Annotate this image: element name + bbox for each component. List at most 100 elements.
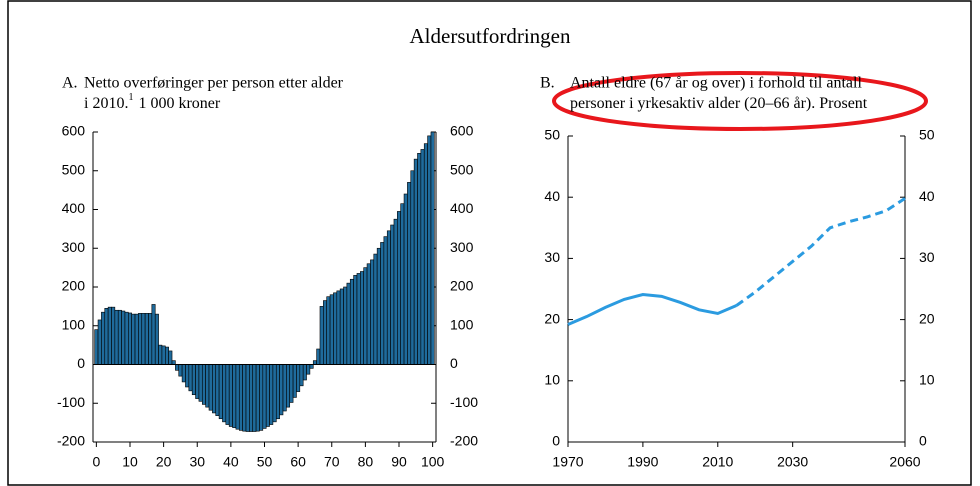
y-tick-label-right: 40 (919, 188, 935, 204)
bar (316, 348, 321, 365)
bar (289, 364, 294, 403)
bar (245, 364, 250, 432)
bar (383, 236, 388, 365)
bar (208, 364, 213, 411)
bar (403, 193, 408, 365)
panel-title-line: i 2010. (84, 95, 128, 112)
bar (312, 360, 317, 365)
bar (158, 344, 163, 365)
x-tick-label: 2010 (702, 454, 733, 470)
y-tick-label: -200 (57, 433, 85, 449)
bar (417, 153, 422, 365)
bar (235, 364, 240, 430)
bar (212, 364, 217, 414)
x-tick-label: 100 (421, 454, 445, 470)
bar (390, 224, 395, 365)
bar (185, 364, 190, 388)
bar (413, 158, 418, 365)
y-tick-label: 50 (544, 127, 560, 143)
bar (323, 300, 328, 365)
y-tick-label: 0 (552, 433, 560, 449)
x-tick-label: 40 (223, 454, 239, 470)
bar (423, 143, 428, 365)
y-tick-label: 40 (544, 188, 560, 204)
y-tick-label-right: 400 (450, 200, 474, 216)
y-tick-label-right: 200 (450, 278, 474, 294)
series-line (735, 197, 906, 307)
y-tick-label-right: 0 (919, 433, 927, 449)
y-tick-label-right: 500 (450, 161, 474, 177)
y-tick-label: 600 (62, 123, 86, 139)
bar (138, 313, 143, 365)
y-tick-label: 400 (62, 200, 86, 216)
y-tick-label: 300 (62, 239, 86, 255)
bar (393, 218, 398, 365)
frame (7, 0, 972, 486)
bar (249, 364, 254, 432)
page-title: Aldersutfordringen (410, 24, 571, 48)
bar (191, 364, 196, 396)
panel-title: personer i yrkesaktiv alder (20–66 år). … (570, 95, 868, 112)
bar (175, 364, 180, 371)
panel-label: B. (540, 75, 555, 92)
bar (154, 313, 159, 365)
bar (279, 364, 284, 416)
bar (97, 319, 102, 365)
bar (299, 364, 304, 387)
bar (141, 313, 146, 365)
bar (151, 304, 156, 365)
bar (242, 364, 247, 432)
bar (286, 364, 291, 408)
panel-title: Netto overføringer per person etter alde… (84, 75, 344, 92)
y-tick-label-right: 30 (919, 249, 935, 265)
bar (161, 345, 166, 365)
bar (114, 309, 119, 365)
y-tick-label-right: 600 (450, 123, 474, 139)
bar (380, 242, 385, 365)
unit: 1 000 kroner (138, 95, 220, 112)
bar (306, 364, 311, 375)
y-tick-label: 30 (544, 249, 560, 265)
x-tick-label: 90 (391, 454, 407, 470)
bar (131, 313, 136, 365)
bar (121, 310, 126, 365)
y-tick-label: 10 (544, 372, 560, 388)
bar (201, 364, 206, 405)
bar (205, 364, 210, 408)
bar (178, 364, 183, 377)
bar (430, 131, 435, 365)
bar (333, 292, 338, 365)
bar (259, 364, 264, 431)
bar (353, 275, 358, 365)
bar (349, 278, 354, 365)
bar (255, 364, 260, 432)
bar (410, 170, 415, 365)
bar (225, 364, 230, 425)
bar (107, 306, 112, 365)
bar (262, 364, 267, 429)
bar (228, 364, 233, 427)
bar (356, 273, 361, 365)
bar (386, 230, 391, 365)
bar (94, 329, 99, 365)
bar (164, 346, 169, 365)
bar (265, 364, 270, 427)
bar (366, 263, 371, 365)
x-tick-label: 2060 (889, 454, 920, 470)
highlight-ellipse (552, 71, 928, 131)
bar (343, 286, 348, 365)
bar (101, 311, 106, 365)
panel-title-line: personer i yrkesaktiv alder (20–66 år). … (570, 95, 868, 112)
y-tick-label-right: 20 (919, 310, 935, 326)
bar (407, 182, 412, 365)
bar (397, 211, 401, 365)
bar (292, 364, 297, 398)
bar (198, 364, 203, 402)
bar (336, 290, 341, 365)
bar (309, 364, 314, 369)
bar (134, 313, 139, 365)
x-tick-label: 1990 (627, 454, 658, 470)
bar (238, 364, 243, 431)
bar (360, 271, 365, 365)
y-tick-label: 0 (77, 355, 85, 371)
